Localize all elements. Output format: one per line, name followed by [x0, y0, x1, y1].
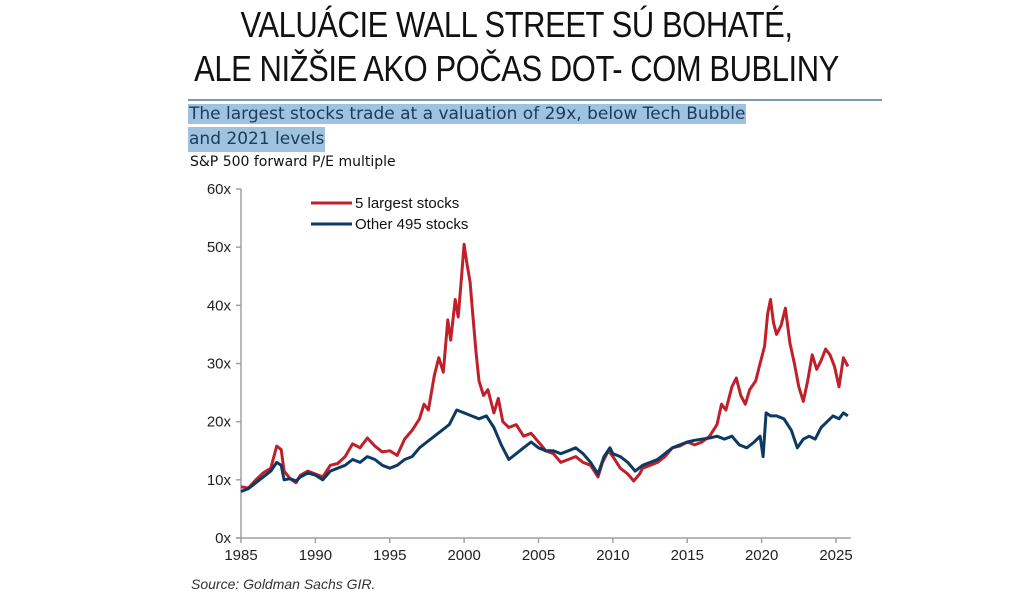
y-tick-label: 10x: [207, 472, 232, 489]
x-tick-label: 2015: [671, 547, 704, 564]
y-axis-unit-label: S&P 500 forward P/E multiple: [190, 154, 396, 170]
x-tick-label: 1985: [224, 547, 257, 564]
headline-line-1: VALUÁCIE WALL STREET SÚ BOHATÉ,: [240, 4, 793, 45]
x-tick-label: 2025: [819, 547, 852, 564]
legend-label-five-largest: 5 largest stocks: [355, 195, 459, 212]
legend: 5 largest stocks Other 495 stocks: [311, 195, 468, 233]
headline-line-2: ALE NIŽŠIE AKO POČAS DOT- COM BUBLINY: [194, 48, 839, 89]
series-line-five-largest: [240, 242, 850, 490]
subtitle-rule: [188, 99, 882, 101]
y-tick-label: 50x: [207, 239, 232, 256]
y-tick-label: 40x: [207, 297, 232, 314]
legend-label-other-495: Other 495 stocks: [355, 216, 468, 233]
y-tick-label: 30x: [207, 356, 232, 373]
y-tick-label: 60x: [207, 181, 232, 198]
subtitle-line-1: The largest stocks trade at a valuation …: [188, 104, 747, 124]
x-tick-label: 2005: [522, 547, 555, 564]
x-tick-label: 1990: [299, 547, 332, 564]
series-line-other-495: [240, 408, 849, 493]
axes: 0x 10x 20x 30x 40x 50x 60x 1985 1990 1995 2000 2005…: [207, 181, 853, 564]
chart-subtitle: The largest stocks trade at a valuation …: [188, 102, 747, 152]
series-lines: [240, 242, 850, 493]
y-tick-label: 0x: [215, 530, 231, 547]
subtitle-line-2: and 2021 levels: [188, 127, 326, 152]
x-tick-label: 2010: [596, 547, 629, 564]
source-note: Source: Goldman Sachs GIR.: [191, 576, 376, 592]
y-tick-label: 20x: [207, 414, 232, 431]
x-tick-label: 1995: [373, 547, 406, 564]
x-tick-label: 2000: [447, 547, 480, 564]
x-tick-label: 2020: [745, 547, 778, 564]
